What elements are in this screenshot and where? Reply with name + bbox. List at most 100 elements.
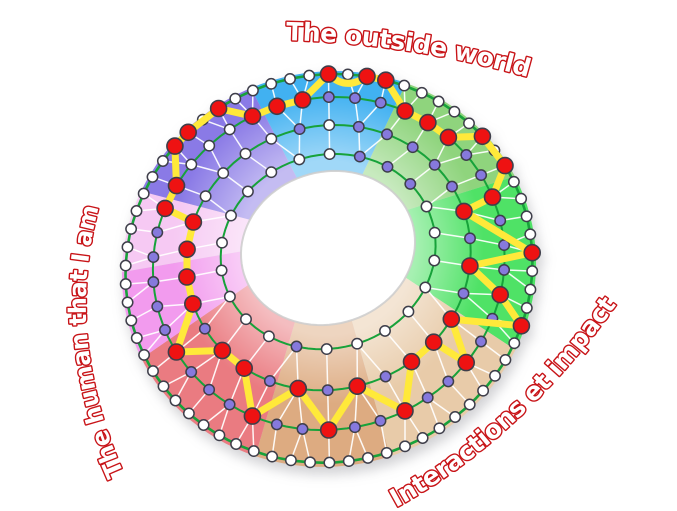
node (229, 92, 242, 105)
selected-node (442, 310, 461, 328)
selected-node (213, 341, 232, 360)
node (508, 337, 521, 350)
node (119, 278, 132, 291)
node (507, 175, 520, 188)
node (147, 276, 160, 288)
node (498, 263, 511, 276)
node (265, 77, 278, 90)
node (284, 72, 296, 85)
selected-node (184, 295, 202, 313)
node (266, 450, 279, 463)
selected-node (376, 71, 395, 89)
node (428, 226, 441, 239)
selected-node (402, 352, 421, 371)
node (293, 153, 306, 166)
node (520, 301, 533, 314)
ring-line-3 (151, 95, 506, 432)
node (293, 123, 306, 136)
node (322, 91, 335, 104)
node (351, 337, 364, 350)
node (246, 84, 259, 97)
selected-node (178, 268, 196, 286)
mesh-line (463, 292, 493, 320)
node (526, 265, 539, 278)
selected-node (396, 102, 414, 120)
node (199, 190, 212, 203)
mesh-line (325, 349, 329, 391)
selected-node (483, 188, 502, 206)
node (290, 340, 303, 353)
selected-node (167, 176, 186, 195)
node (421, 391, 434, 404)
node (265, 132, 278, 145)
node (151, 300, 164, 313)
selected-node (496, 156, 514, 175)
node (428, 158, 441, 171)
selected-node (523, 243, 542, 262)
node (119, 259, 132, 272)
node (419, 281, 432, 294)
node (146, 170, 159, 183)
selected-node (166, 137, 184, 155)
node (381, 128, 393, 141)
node (138, 348, 151, 361)
selected-node (289, 379, 308, 398)
node (402, 305, 415, 318)
node (304, 456, 317, 469)
node (464, 232, 476, 245)
node (296, 423, 309, 435)
node (203, 139, 216, 152)
node (432, 95, 445, 108)
node (415, 86, 428, 99)
node (213, 429, 226, 442)
mesh-line (434, 231, 471, 240)
selected-node (268, 97, 286, 116)
node (457, 287, 470, 300)
node (463, 398, 476, 411)
node (381, 160, 394, 173)
selected-node (293, 91, 312, 109)
node (498, 239, 511, 252)
selected-node (167, 343, 186, 361)
node (379, 370, 392, 383)
node (416, 432, 429, 444)
label-human-that-i-am-text: The human that I am (62, 201, 131, 483)
selected-node (461, 257, 479, 275)
node (185, 158, 198, 171)
node (475, 169, 488, 182)
node (263, 375, 276, 387)
node (130, 332, 143, 344)
selected-node (419, 113, 437, 132)
node (223, 398, 236, 411)
selected-node (424, 333, 443, 352)
node (398, 79, 411, 92)
node (361, 451, 374, 464)
mesh-line (269, 346, 298, 382)
mesh-line (425, 286, 464, 295)
selected-node (319, 65, 338, 83)
node (225, 209, 237, 222)
selected-node (358, 67, 376, 86)
selected-node (491, 285, 510, 304)
wheel-group (119, 65, 542, 469)
node (446, 180, 458, 193)
node (230, 438, 243, 450)
selected-node (319, 421, 338, 439)
selected-node (348, 377, 367, 396)
node (203, 383, 216, 396)
node (449, 411, 462, 423)
node (240, 313, 252, 326)
node (157, 380, 170, 393)
node (353, 150, 366, 163)
node (494, 214, 507, 227)
selected-node (473, 127, 492, 146)
selected-node (243, 107, 262, 125)
node (217, 167, 230, 180)
node (515, 192, 528, 205)
node (475, 335, 487, 348)
node (321, 384, 334, 397)
node (352, 120, 365, 133)
node (460, 149, 473, 161)
node (399, 440, 411, 453)
